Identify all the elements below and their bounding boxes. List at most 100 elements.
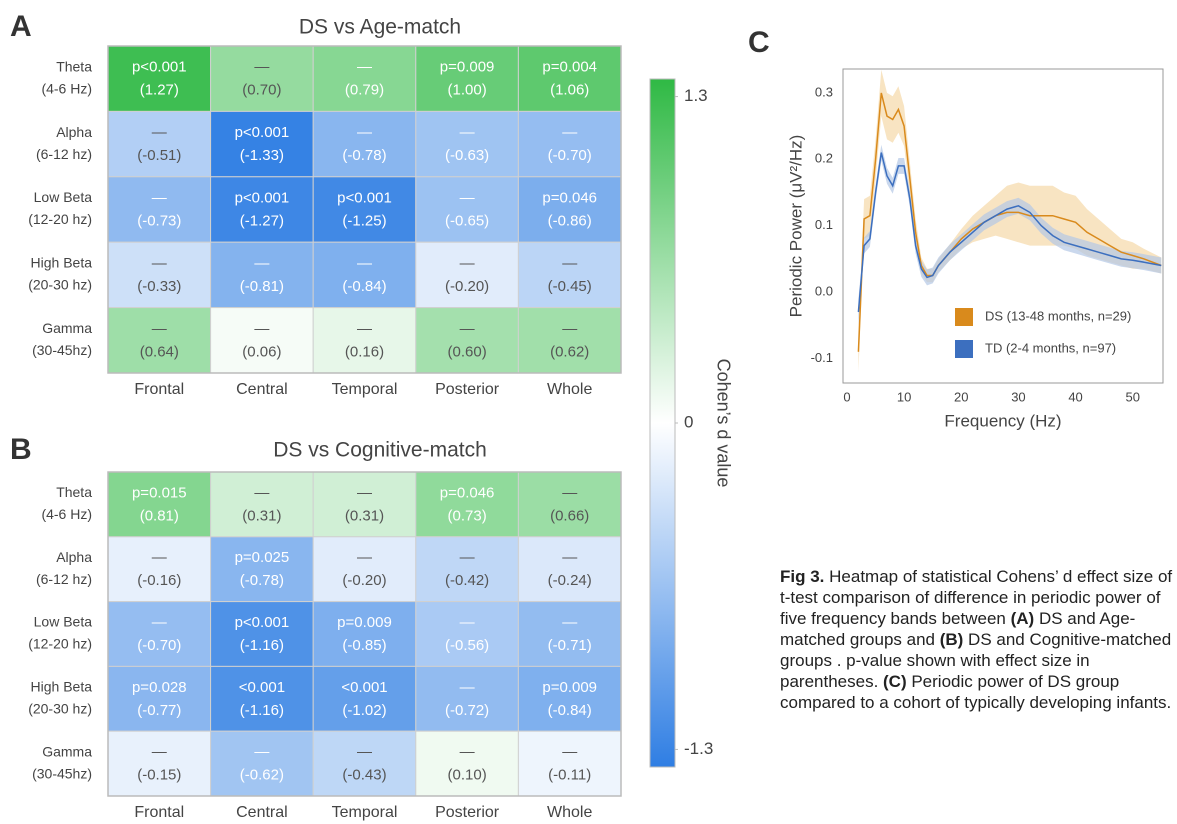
effect-size-label: (-0.70) — [548, 147, 592, 164]
p-value-label: p<0.001 — [235, 614, 290, 631]
effect-size-label: (-0.63) — [445, 147, 489, 164]
caption-run: DS and Cognitive-matched groups . p-valu… — [780, 630, 1172, 691]
p-value-label: — — [254, 484, 269, 501]
heatmap-cell — [107, 110, 212, 178]
y-tick-label: -0.1 — [811, 350, 833, 365]
heatmap-cell — [415, 471, 519, 538]
effect-size-label: (-0.42) — [445, 572, 489, 589]
plot-area — [857, 69, 1162, 372]
effect-size-label: (0.81) — [140, 507, 179, 524]
row-label: Theta — [56, 484, 92, 500]
row-sublabel: (20-30 hz) — [28, 277, 92, 293]
heatmap-cell — [415, 601, 519, 667]
effect-size-label: (-0.71) — [548, 637, 592, 654]
heatmap-cell — [312, 307, 417, 374]
effect-size-label: (-0.20) — [445, 278, 489, 295]
caption-run: (C) — [883, 672, 907, 691]
caption-run: (A) — [1010, 609, 1035, 628]
heatmap-cell — [415, 307, 519, 374]
column-label: Whole — [547, 804, 592, 821]
heatmap-cell — [415, 241, 519, 309]
row-label: Low Beta — [34, 189, 93, 205]
p-value-label: — — [357, 124, 372, 141]
heatmap-cell — [107, 241, 212, 309]
effect-size-label: (1.06) — [550, 82, 589, 99]
row-sublabel: (6-12 hz) — [36, 571, 92, 587]
row-label: High Beta — [31, 679, 93, 695]
effect-size-label: (-0.20) — [342, 572, 386, 589]
column-label: Central — [236, 381, 288, 398]
effect-size-label: (-0.15) — [137, 767, 181, 784]
effect-size-label: (0.06) — [242, 343, 281, 360]
heatmap-cell — [312, 471, 417, 538]
row-label: Low Beta — [34, 614, 93, 630]
effect-size-label: (0.16) — [345, 343, 384, 360]
effect-size-label: (-1.27) — [240, 212, 284, 229]
legend-swatch — [955, 340, 973, 358]
heatmap-cell — [517, 730, 622, 797]
row-sublabel: (12-20 hz) — [28, 636, 92, 652]
row-sublabel: (4-6 Hz) — [41, 80, 92, 96]
effect-size-label: (-0.56) — [445, 637, 489, 654]
colorbar-tick-label: 1.3 — [684, 86, 708, 105]
heatmap-cell — [312, 601, 417, 667]
p-value-label: <0.001 — [341, 679, 387, 696]
heatmap-cell — [312, 665, 417, 732]
effect-size-label: (-0.16) — [137, 572, 181, 589]
column-label: Temporal — [332, 381, 398, 398]
effect-size-label: (-0.24) — [548, 572, 592, 589]
row-label: Gamma — [42, 320, 92, 336]
heatmap-cell — [210, 176, 314, 243]
panel-letter: A — [10, 10, 32, 43]
p-value-label: — — [254, 744, 269, 761]
heatmap-cell — [107, 471, 212, 538]
p-value-label: p<0.001 — [235, 189, 290, 206]
effect-size-label: (-0.33) — [137, 278, 181, 295]
p-value-label: — — [562, 614, 577, 631]
effect-size-label: (0.64) — [140, 343, 179, 360]
row-sublabel: (4-6 Hz) — [41, 506, 92, 522]
p-value-label: — — [357, 255, 372, 272]
effect-size-label: (-0.72) — [445, 702, 489, 719]
p-value-label: — — [562, 484, 577, 501]
effect-size-label: (-1.33) — [240, 147, 284, 164]
heatmap-cell — [210, 110, 314, 178]
heatmap-cell — [517, 601, 622, 667]
p-value-label: — — [152, 320, 167, 337]
row-label: High Beta — [31, 255, 93, 271]
heatmap-cell — [517, 665, 622, 732]
row-label: Theta — [56, 58, 92, 74]
caption-run: Fig 3. — [780, 567, 825, 586]
row-sublabel: (12-20 hz) — [28, 211, 92, 227]
effect-size-label: (0.79) — [345, 82, 384, 99]
colorbar-label: Cohen’s d value — [713, 359, 733, 488]
panel-letter: C — [748, 26, 770, 59]
p-value-label: — — [152, 614, 167, 631]
heatmap-cell — [210, 601, 314, 667]
effect-size-label: (-1.16) — [240, 637, 284, 654]
p-value-label: p=0.046 — [542, 189, 597, 206]
x-tick-label: 30 — [1011, 389, 1025, 404]
row-label: Gamma — [42, 743, 92, 759]
p-value-label: — — [460, 189, 475, 206]
heatmap-border — [107, 45, 622, 374]
caption-run: Periodic power of DS group compared to a… — [780, 672, 1172, 712]
p-value-label: — — [152, 744, 167, 761]
effect-size-label: (-0.81) — [240, 278, 284, 295]
p-value-label: p=0.028 — [132, 679, 187, 696]
effect-size-label: (1.27) — [140, 82, 179, 99]
heatmap-cell — [107, 307, 212, 374]
effect-size-label: (-0.78) — [342, 147, 386, 164]
heatmap-cell — [517, 45, 622, 112]
p-value-label: — — [152, 255, 167, 272]
p-value-label: — — [152, 549, 167, 566]
p-value-label: — — [152, 124, 167, 141]
row-sublabel: (30-45hz) — [32, 765, 92, 781]
heatmap-cell — [517, 241, 622, 309]
effect-size-label: (-0.86) — [548, 212, 592, 229]
effect-size-label: (0.31) — [242, 507, 281, 524]
column-label: Frontal — [134, 381, 184, 398]
heatmap-cell — [517, 110, 622, 178]
caption: Fig 3. Heatmap of statistical Cohens’ d … — [780, 566, 1177, 713]
